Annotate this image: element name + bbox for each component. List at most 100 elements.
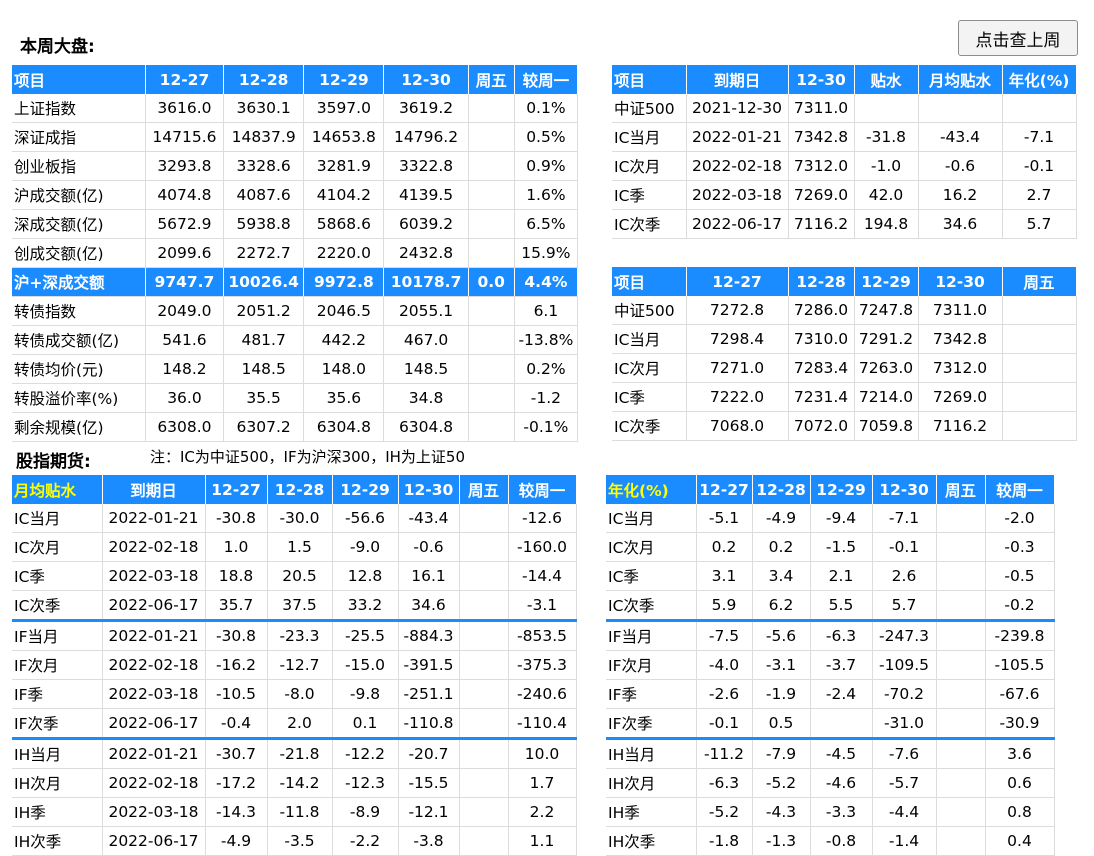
cell: 2051.2 bbox=[223, 296, 305, 326]
row-label: IC当月 bbox=[612, 122, 687, 152]
cell: -7.6 bbox=[872, 737, 937, 769]
table-row: IF季 -2.6 -1.9 -2.4 -70.2 -67.6 bbox=[606, 679, 1055, 709]
row-label: IF次季 bbox=[606, 708, 697, 739]
cell bbox=[459, 590, 509, 621]
cell: 18.8 bbox=[205, 561, 268, 591]
row-label: IC次月 bbox=[612, 353, 687, 383]
row-label: IH季 bbox=[606, 797, 697, 827]
cell: -0.8 bbox=[810, 826, 873, 856]
cell: 4139.5 bbox=[383, 180, 469, 210]
cell: -13.8% bbox=[514, 325, 579, 355]
table-row: IH季 -5.2 -4.3 -3.3 -4.4 0.8 bbox=[606, 797, 1055, 827]
cell: 6308.0 bbox=[145, 412, 225, 442]
cell: -12.2 bbox=[332, 737, 399, 769]
table-row: 沪+深成交额 9747.7 10026.4 9972.8 10178.7 0.0 4.4% bbox=[12, 267, 579, 297]
cell: 16.2 bbox=[918, 180, 1003, 210]
row-label: IC次月 bbox=[612, 151, 687, 181]
cell: 2220.0 bbox=[303, 238, 385, 268]
cell: -8.9 bbox=[332, 797, 399, 827]
cell: 2049.0 bbox=[145, 296, 225, 326]
cell: 2022-06-17 bbox=[102, 826, 206, 856]
row-label: IH次季 bbox=[12, 826, 103, 856]
row-label: IC季 bbox=[12, 561, 103, 591]
header-cell: 较周一 bbox=[985, 475, 1055, 504]
cell: -110.4 bbox=[508, 708, 577, 739]
cell bbox=[936, 504, 986, 533]
header-cell: 12-27 bbox=[145, 65, 225, 94]
row-label: 转债指数 bbox=[12, 296, 146, 326]
cell: -2.2 bbox=[332, 826, 399, 856]
cell: 0.5% bbox=[514, 122, 579, 152]
row-label: 转债均价(元) bbox=[12, 354, 146, 384]
cell bbox=[936, 708, 986, 739]
row-label: IF当月 bbox=[606, 619, 697, 651]
cell: -70.2 bbox=[872, 679, 937, 709]
cell: -12.3 bbox=[332, 768, 399, 798]
header-cell: 12-30 bbox=[398, 475, 460, 504]
table-row: IC次季 5.9 6.2 5.5 5.7 -0.2 bbox=[606, 590, 1055, 621]
cell bbox=[459, 737, 509, 769]
row-label: IH次月 bbox=[606, 768, 697, 798]
cell: -4.5 bbox=[810, 737, 873, 769]
cell: -5.2 bbox=[752, 768, 811, 798]
cell: 7271.0 bbox=[686, 353, 789, 383]
cell: -3.7 bbox=[810, 650, 873, 680]
cell: -884.3 bbox=[398, 619, 460, 651]
row-label: IH次季 bbox=[606, 826, 697, 856]
cell: 6039.2 bbox=[383, 209, 469, 239]
table-row: 上证指数 3616.0 3630.1 3597.0 3619.2 0.1% bbox=[12, 94, 579, 123]
cell: -4.3 bbox=[752, 797, 811, 827]
table-row: 转债指数 2049.0 2051.2 2046.5 2055.1 6.1 bbox=[12, 296, 579, 326]
futures-section-title: 股指期货: bbox=[16, 452, 91, 472]
cell: 7263.0 bbox=[854, 353, 919, 383]
cell: -4.9 bbox=[752, 504, 811, 533]
cell: 2022-06-17 bbox=[102, 590, 206, 621]
cell: 7269.0 bbox=[788, 180, 855, 210]
cell: 36.0 bbox=[145, 383, 225, 413]
cell: -6.3 bbox=[810, 619, 873, 651]
cell: -31.0 bbox=[872, 708, 937, 739]
header-cell: 12-29 bbox=[810, 475, 873, 504]
cell: 0.2% bbox=[514, 354, 579, 384]
cell: 3616.0 bbox=[145, 94, 225, 123]
table-row: IF当月 -7.5 -5.6 -6.3 -247.3 -239.8 bbox=[606, 619, 1055, 651]
cell: -3.1 bbox=[508, 590, 577, 621]
table-row: IC当月 2022-01-21 7342.8 -31.8 -43.4 -7.1 bbox=[612, 122, 1077, 152]
cell: 3.6 bbox=[985, 737, 1055, 769]
header-cell: 12-30 bbox=[383, 65, 469, 94]
cell: 15.9% bbox=[514, 238, 579, 268]
cell: 2021-12-30 bbox=[686, 94, 789, 123]
cell: 14653.8 bbox=[303, 122, 385, 152]
cell: 3597.0 bbox=[303, 94, 385, 123]
cell: -56.6 bbox=[332, 504, 399, 533]
annualized-table: 年化(%) 12-27 12-28 12-29 12-30 周五 较周一 IC当月 -5.1 -4… bbox=[606, 475, 1055, 856]
previous-week-button[interactable]: 点击查上周 bbox=[958, 20, 1078, 56]
cell: -12.7 bbox=[267, 650, 333, 680]
cell: -239.8 bbox=[985, 619, 1055, 651]
row-label: IF当月 bbox=[12, 619, 103, 651]
cell: 2022-06-17 bbox=[686, 209, 789, 239]
cell: 2022-03-18 bbox=[686, 180, 789, 210]
cell: 7059.8 bbox=[854, 411, 919, 441]
cell bbox=[1002, 353, 1077, 383]
cell: -5.6 bbox=[752, 619, 811, 651]
table-row: 剩余规模(亿) 6308.0 6307.2 6304.8 6304.8 -0.1% bbox=[12, 412, 579, 442]
cell: -11.2 bbox=[696, 737, 753, 769]
row-label: IC次月 bbox=[606, 532, 697, 562]
cell: -2.6 bbox=[696, 679, 753, 709]
cell: 3293.8 bbox=[145, 151, 225, 181]
row-label: IC季 bbox=[606, 561, 697, 591]
cell: -16.2 bbox=[205, 650, 268, 680]
cell: 2.2 bbox=[508, 797, 577, 827]
cell: -0.1 bbox=[1002, 151, 1077, 181]
cell bbox=[468, 238, 515, 268]
cell: -23.3 bbox=[267, 619, 333, 651]
header-cell: 12-27 bbox=[205, 475, 268, 504]
cell: 3.1 bbox=[696, 561, 753, 591]
cell: -1.5 bbox=[810, 532, 873, 562]
header-cell: 到期日 bbox=[102, 475, 206, 504]
cell: 7291.2 bbox=[854, 324, 919, 354]
cell: 2046.5 bbox=[303, 296, 385, 326]
cell: -14.2 bbox=[267, 768, 333, 798]
cell bbox=[468, 180, 515, 210]
